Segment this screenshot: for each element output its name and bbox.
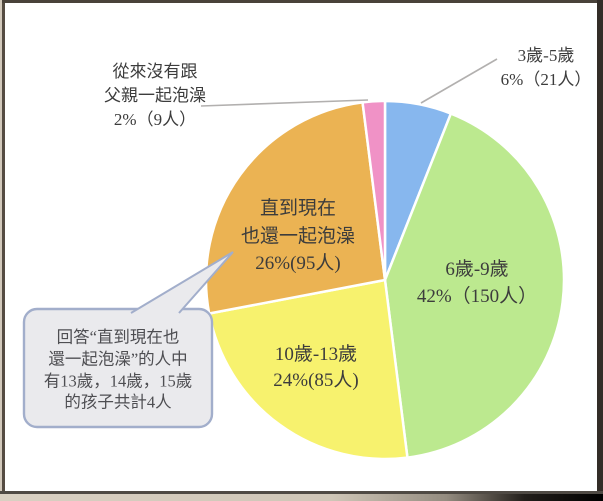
callout-line4: 的孩子共計4人	[64, 392, 172, 412]
callout-line3: 有13歲，14歲，15歲	[43, 371, 193, 390]
window-border-bottom	[0, 491, 603, 494]
label-never: 從來沒有跟 父親一起泡澡 2%（9人）	[104, 60, 206, 132]
leader-line-age-3-5	[420, 58, 498, 104]
label-age-3-5-value: 6%（21人）	[500, 70, 592, 89]
leader-line-never	[200, 99, 369, 107]
window-border-top	[0, 0, 603, 3]
window-border-left-outer	[0, 0, 2, 494]
window-border-left	[2, 3, 5, 492]
callout-line2: 還一起泡澡”的人中	[48, 349, 188, 369]
label-until-now-line2: 也還一起泡澡	[240, 225, 356, 247]
window-bottom-strip	[0, 494, 603, 501]
label-never-line1: 從來沒有跟	[112, 62, 198, 81]
label-age-6-9-line1: 6歲-9歲	[445, 259, 509, 280]
label-until-now: 直到現在 也還一起泡澡 26%(95人)	[241, 195, 355, 278]
label-until-now-line1: 直到現在	[259, 197, 337, 219]
label-never-line2: 父親一起泡澡	[104, 86, 206, 105]
callout-box	[22, 307, 214, 429]
label-age-10-13: 10歲-13歲 24%(85人)	[273, 342, 358, 394]
pie-slice-age-6-9	[383, 112, 566, 459]
callout-line1: 回答“直到現在也	[56, 327, 180, 347]
label-age-10-13-value: 24%(85人)	[273, 370, 359, 391]
callout-annotation: 回答“直到現在也 還一起泡澡”的人中 有13歲，14歲，15歲 的孩子共計4人	[44, 326, 193, 413]
pie-slice-age-10-13	[207, 278, 409, 461]
label-age-6-9: 6歲-9歲 42%（150人）	[417, 256, 537, 310]
label-age-3-5-line1: 3歲-5歲	[517, 46, 575, 65]
label-until-now-value: 26%(95人)	[255, 252, 341, 274]
callout-tail	[130, 251, 234, 314]
label-age-10-13-line1: 10歲-13歲	[274, 344, 358, 365]
label-age-6-9-value: 42%（150人）	[416, 286, 538, 307]
pie-slice-never	[361, 99, 387, 282]
pie-slices	[204, 99, 566, 461]
label-age-3-5: 3歲-5歲 6%（21人）	[501, 44, 592, 92]
label-never-value: 2%（9人）	[113, 110, 197, 129]
window-border-right	[597, 0, 603, 494]
